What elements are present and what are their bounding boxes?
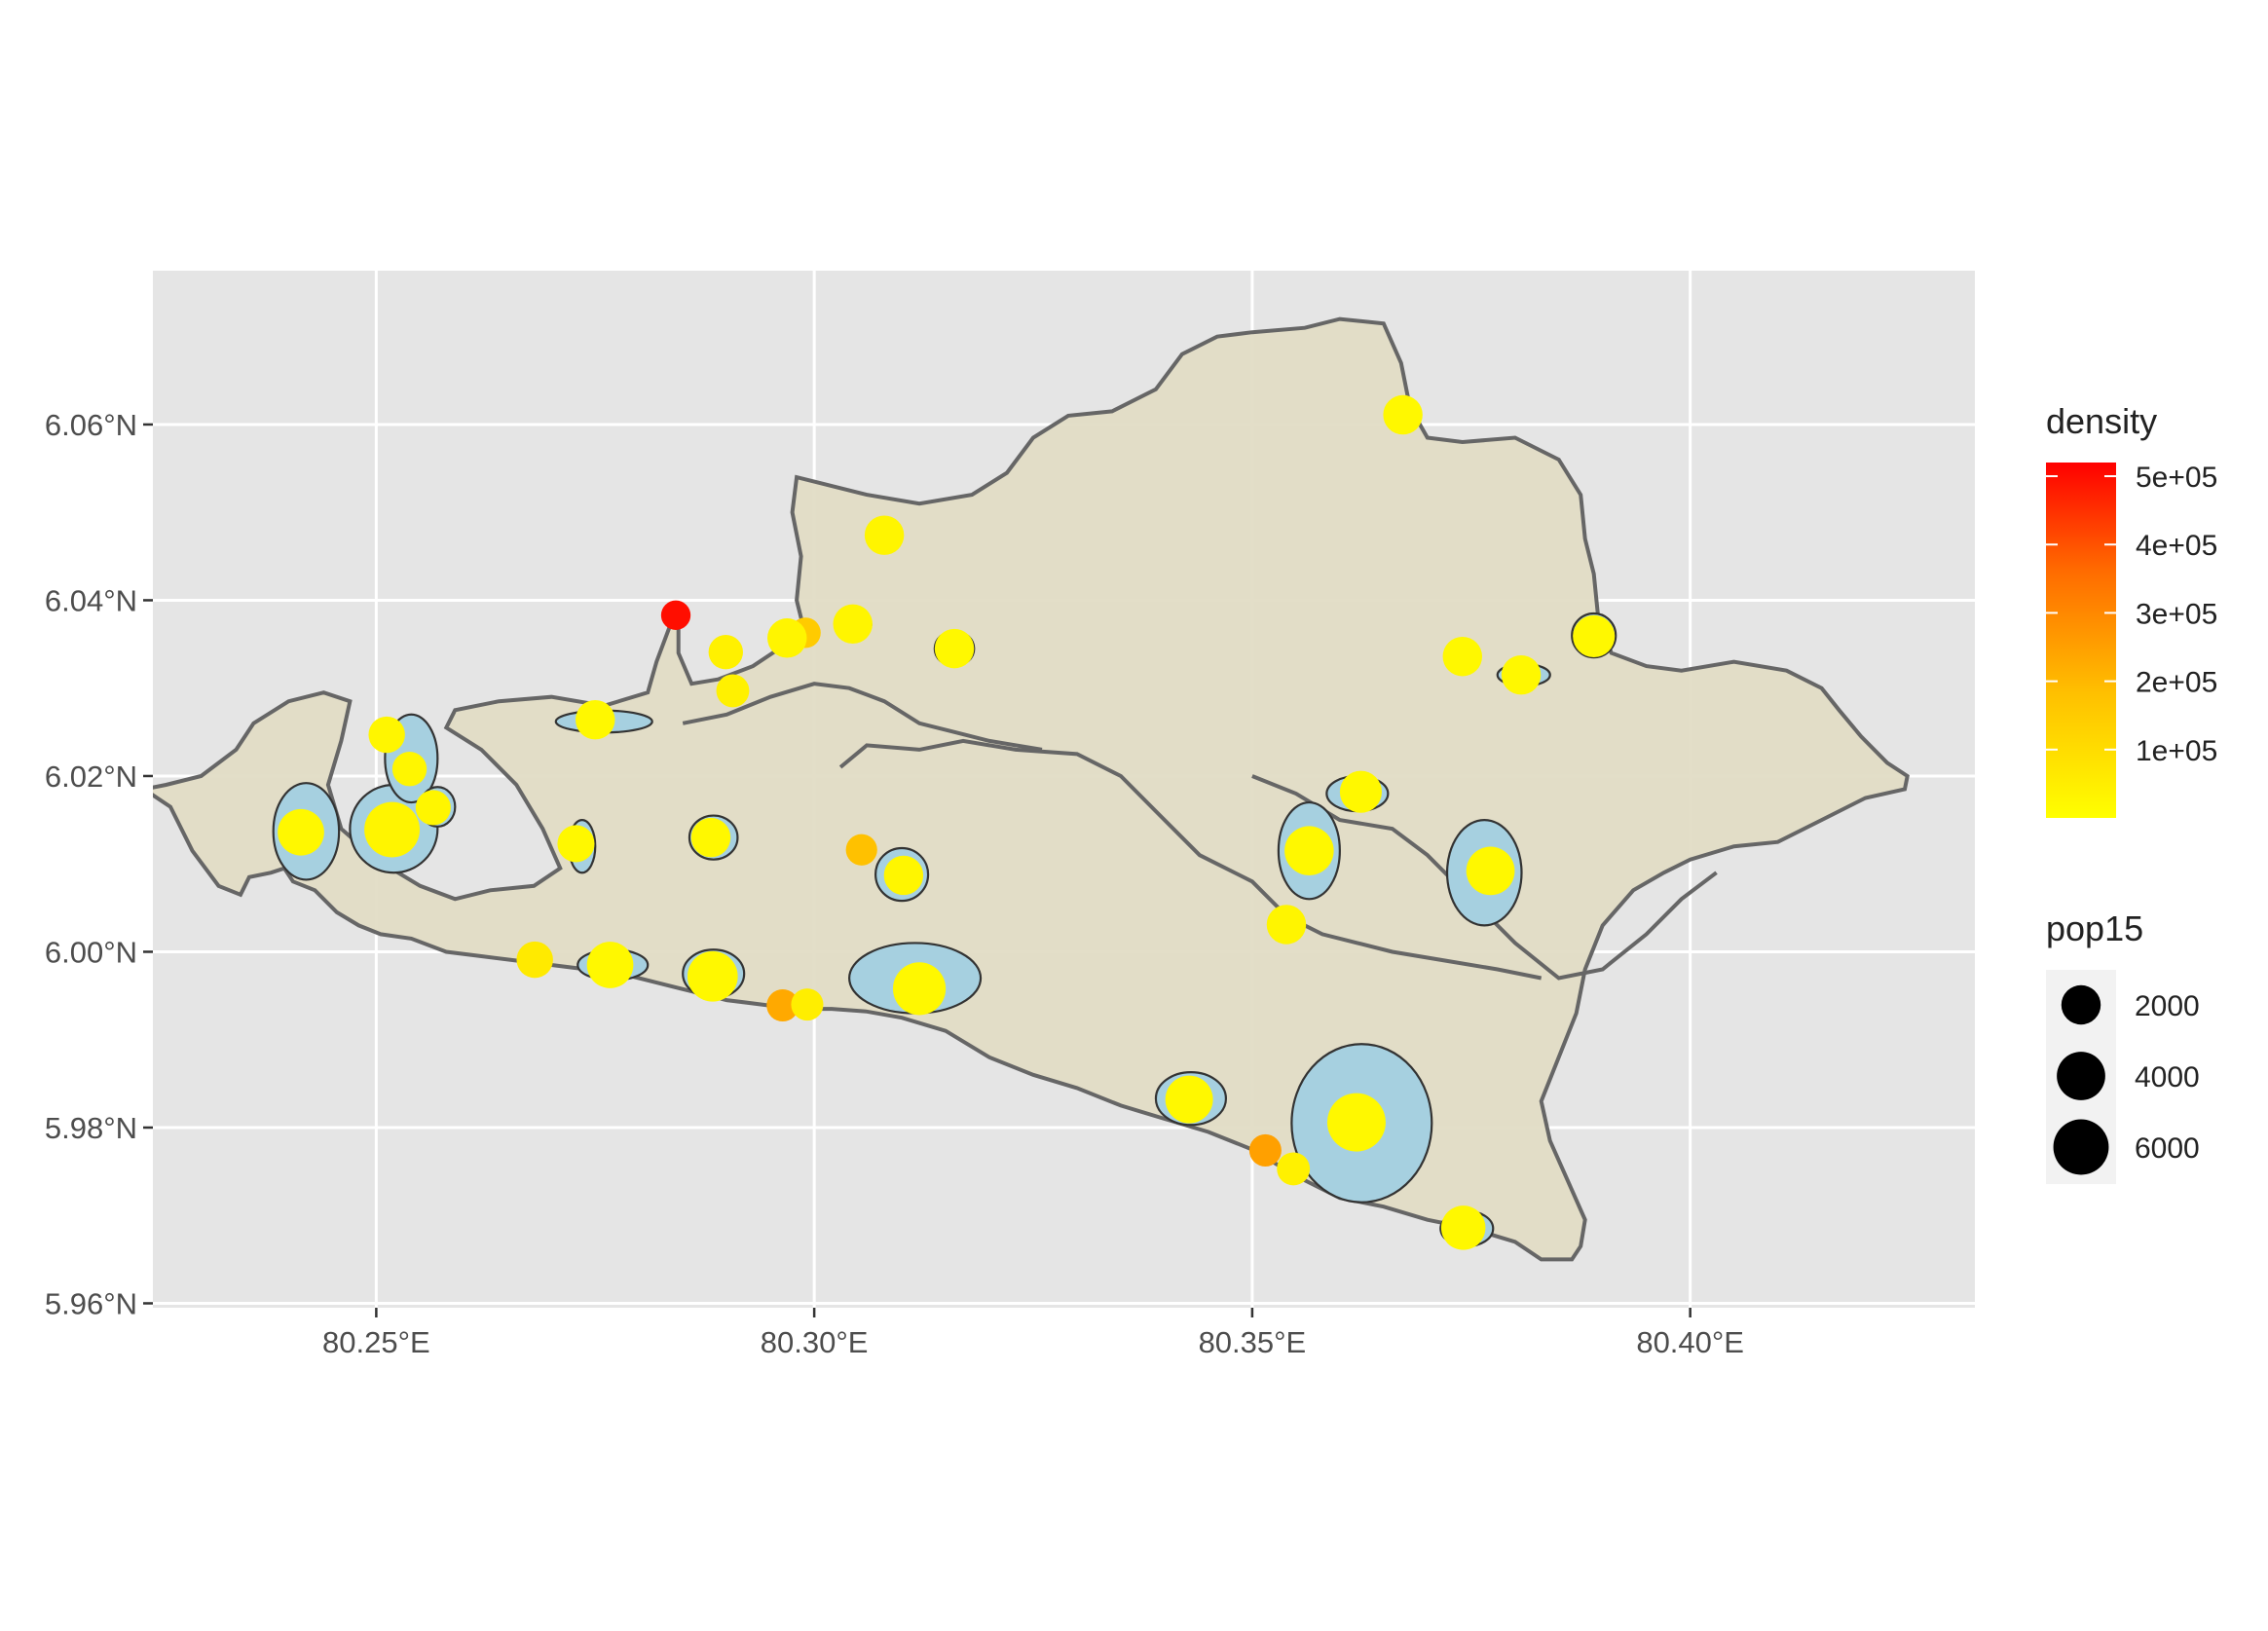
population-point [1442,636,1483,677]
pop15-legend-symbol [2057,1052,2105,1100]
density-legend-title: density [2046,401,2157,441]
population-point [1573,614,1616,658]
population-point [892,962,947,1016]
population-point [1501,654,1542,695]
population-point [364,801,421,858]
y-tick-label: 6.06°N [45,408,137,442]
population-point [1440,1205,1486,1250]
population-point [368,716,405,754]
land-area [153,316,1910,1262]
population-point [576,699,615,740]
population-point [586,942,634,988]
population-point [1284,826,1334,875]
x-axis: 80.25°E 80.30°E 80.35°E 80.40°E [322,1308,1744,1359]
density-tick-label: 2e+05 [2136,667,2217,699]
population-point [1383,394,1423,435]
pop15-legend-title: pop15 [2046,908,2143,948]
population-point [766,988,799,1022]
population-point [708,635,743,670]
population-point [1326,1093,1386,1152]
population-point [1266,905,1307,945]
population-point [864,515,905,555]
population-point [934,628,975,669]
y-tick-label: 6.02°N [45,760,137,794]
population-point [660,600,691,630]
population-point [1466,846,1515,896]
population-point [391,752,428,787]
x-tick-label: 80.25°E [322,1325,430,1359]
population-point [833,604,873,645]
x-tick-label: 80.30°E [761,1325,869,1359]
pop15-legend-symbol [2061,984,2101,1025]
population-point [690,817,731,858]
population-point [516,941,553,979]
pop15-legend: pop15 2000 4000 6000 [2046,908,2200,1184]
y-axis: 5.96°N 5.98°N 6.00°N 6.02°N 6.04°N 6.06°N [45,408,153,1320]
pop15-legend-label: 6000 [2135,1132,2200,1165]
x-tick-label: 80.35°E [1199,1325,1307,1359]
population-point [767,618,807,658]
pop15-legend-symbol [2053,1119,2109,1175]
population-point [716,674,750,708]
density-legend-ticks: 1e+05 2e+05 3e+05 4e+05 5e+05 [2046,462,2217,767]
y-tick-label: 6.00°N [45,935,137,969]
population-point [1277,1152,1311,1186]
boundary-line [838,738,1543,981]
population-point [883,855,924,896]
population-point [791,988,824,1021]
density-tick-label: 5e+05 [2136,462,2217,494]
population-point [415,790,451,826]
population-point [1165,1075,1213,1124]
population-point [687,950,738,1002]
population-point [557,825,595,863]
population-point [278,808,324,856]
pop15-legend-label: 2000 [2135,990,2200,1022]
pop15-legend-label: 4000 [2135,1061,2200,1094]
density-legend: density 1e+05 2e+05 3e+05 4e+05 5e+05 [2046,401,2217,818]
x-tick-label: 80.40°E [1636,1325,1744,1359]
population-points [278,394,1616,1250]
y-tick-label: 5.98°N [45,1111,137,1145]
boundary-line [682,682,1043,752]
density-tick-label: 4e+05 [2136,530,2217,562]
y-tick-label: 5.96°N [45,1286,137,1320]
density-colorbar [2046,463,2116,818]
population-point [845,834,877,866]
population-point [1248,1133,1282,1167]
density-tick-label: 1e+05 [2136,735,2217,767]
density-tick-label: 3e+05 [2136,598,2217,630]
pop15-legend-items: 2000 4000 6000 [2053,984,2200,1175]
y-tick-label: 6.04°N [45,583,137,617]
population-point [1339,770,1382,813]
